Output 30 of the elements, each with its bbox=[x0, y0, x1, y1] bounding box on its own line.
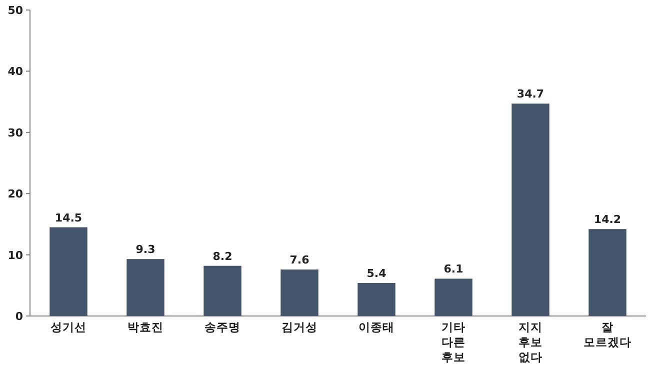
bar bbox=[588, 229, 626, 316]
data-label: 14.5 bbox=[54, 211, 82, 224]
data-label: 7.6 bbox=[290, 253, 310, 266]
data-label: 8.2 bbox=[212, 250, 232, 263]
x-tick-label: 기타 다른 후보 bbox=[442, 320, 466, 364]
y-tick-label: 50 bbox=[8, 4, 24, 17]
bar bbox=[512, 104, 550, 316]
x-tick-label: 잘 모르겠다 bbox=[584, 320, 632, 349]
data-label: 6.1 bbox=[444, 262, 464, 276]
x-tick-label: 김거성 bbox=[282, 320, 318, 334]
x-tick-label: 이종태 bbox=[358, 320, 394, 334]
bar bbox=[204, 266, 242, 316]
y-tick-label: 20 bbox=[8, 188, 24, 201]
bar bbox=[50, 227, 88, 316]
data-label: 5.4 bbox=[366, 266, 387, 280]
y-tick-label: 10 bbox=[8, 248, 24, 262]
y-tick-label: 40 bbox=[8, 65, 24, 78]
bar bbox=[126, 259, 164, 316]
data-label: 14.2 bbox=[594, 213, 622, 226]
bar bbox=[434, 278, 472, 316]
data-label: 9.3 bbox=[136, 243, 156, 256]
x-tick-label: 송주명 bbox=[204, 320, 240, 334]
data-label: 34.7 bbox=[516, 88, 544, 101]
bar bbox=[280, 269, 318, 316]
y-tick-label: 0 bbox=[15, 310, 24, 323]
y-tick-label: 30 bbox=[8, 126, 24, 140]
x-tick-label: 지지 후보 없다 bbox=[518, 320, 542, 364]
bar bbox=[358, 282, 396, 316]
x-tick-label: 박효진 bbox=[128, 320, 164, 334]
x-tick-label: 성기선 bbox=[50, 320, 86, 334]
